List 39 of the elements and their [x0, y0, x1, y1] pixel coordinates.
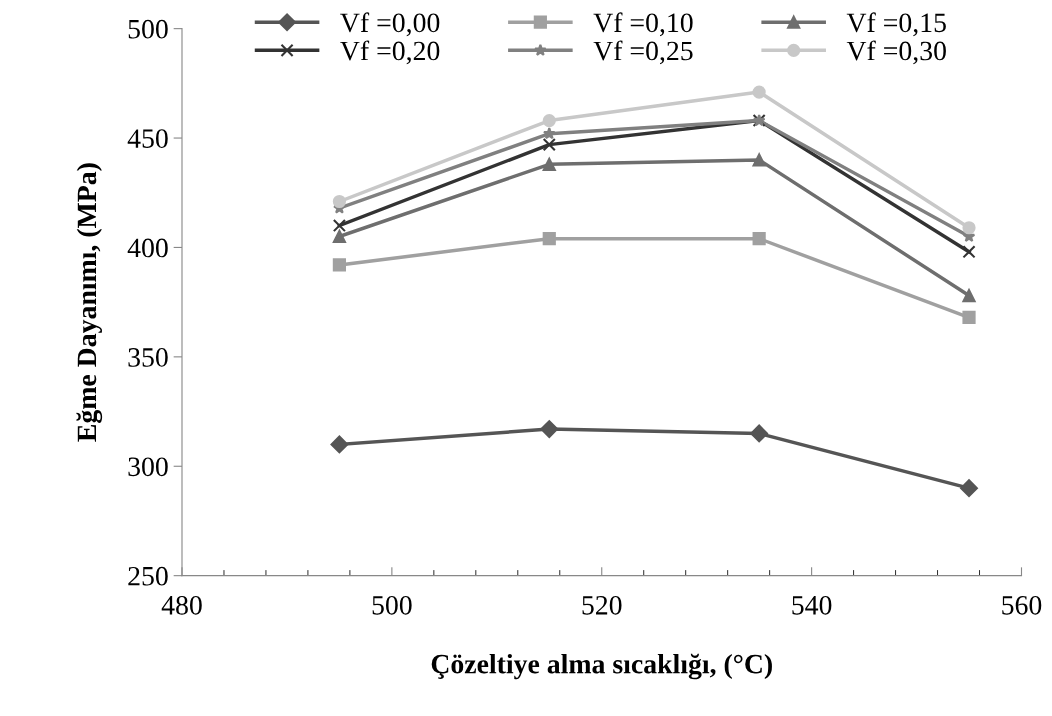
point: [752, 85, 766, 99]
legend-label: Vf =0,10: [593, 12, 693, 37]
x-axis-title: Çözeltiye alma sıcaklığı, (°C): [431, 653, 772, 680]
point: [332, 194, 346, 209]
y-tick-label: 350: [128, 348, 168, 367]
point: [750, 424, 769, 443]
y-tick-label: 400: [127, 238, 168, 258]
x-tick-label: 480: [161, 595, 202, 615]
x-tick-label: 540: [792, 595, 832, 615]
legend-label: Vf =0,25: [593, 40, 693, 65]
y-tick-label: 500: [128, 19, 168, 39]
point: [962, 245, 976, 259]
point: [752, 232, 766, 246]
point: [542, 113, 556, 128]
point: [962, 310, 976, 325]
x-tick-label: 560: [1002, 595, 1042, 615]
point: [962, 221, 976, 235]
point: [332, 229, 346, 244]
y-tick-label: 450: [127, 129, 168, 148]
point: [332, 218, 346, 233]
point: [332, 258, 346, 272]
point: [542, 232, 556, 246]
x-tick-label: 520: [582, 595, 622, 615]
point: [330, 435, 349, 454]
point: [962, 288, 976, 303]
y-axis-title: Eğme Dayanımı, (MPa): [76, 163, 103, 442]
y-tick-label: 250: [128, 566, 168, 586]
point: [542, 157, 556, 171]
legend-label: Vf =0,20: [340, 40, 440, 65]
y-tick-label: 300: [128, 457, 168, 477]
point: [960, 479, 978, 498]
x-tick-label: 500: [372, 595, 412, 615]
legend-label: Vf =0,30: [846, 40, 946, 65]
legend-label: Vf =0,00: [340, 12, 440, 37]
point: [540, 420, 559, 438]
point: [542, 138, 556, 152]
point: [752, 153, 766, 167]
point: [542, 127, 556, 140]
legend-label: Vf =0,15: [846, 12, 946, 37]
